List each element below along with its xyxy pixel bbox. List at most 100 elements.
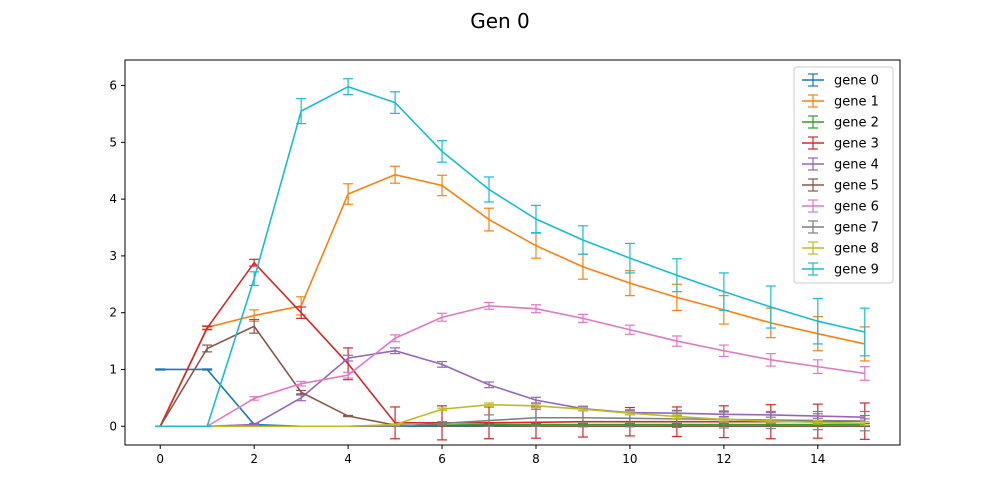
error-bar [249,318,260,334]
error-bar [343,183,354,205]
error-bar [437,174,448,197]
error-bar [296,394,307,402]
error-bar [530,408,541,427]
x-tick-label: 14 [810,452,825,466]
error-bar [765,352,776,367]
error-bar [390,347,401,355]
error-bar [296,380,307,387]
error-bar [437,140,448,163]
error-bar [296,98,307,125]
error-bar [390,406,401,440]
legend-label: gene 9 [834,263,879,278]
x-tick-label: 4 [344,452,352,466]
error-bar [484,301,495,310]
error-bar [530,232,541,259]
error-bar [437,421,448,426]
error-bar [530,396,541,404]
error-bar [624,270,635,297]
legend: gene 0 gene 1 gene 2 gene 3 gene 4 gene 5 gene… [793,66,894,284]
error-bar [718,272,729,312]
series-line [159,173,865,427]
legend-label: gene 1 [834,95,879,110]
error-bar [249,396,260,401]
error-bar [765,285,776,329]
error-bar [577,225,588,255]
legend-entry: gene 4 [802,157,879,173]
error-bar [343,354,354,362]
chart-title: Gen 0 [470,9,530,33]
y-tick-label: 1 [109,362,117,376]
legend-label: gene 4 [834,158,879,173]
error-bar [484,381,495,389]
error-bar [437,407,448,411]
y-tick-label: 0 [109,419,117,433]
error-bar [671,414,682,419]
legend-entry: gene 8 [802,241,879,257]
error-bar [343,78,354,96]
error-bar [343,414,354,418]
error-bar [859,366,870,381]
error-bar [577,253,588,280]
series-line [160,349,865,428]
legend-entry: gene 6 [802,199,879,215]
legend-entry: gene 5 [802,178,879,194]
error-bar [437,312,448,322]
axes-frame [124,59,901,446]
error-bar [390,334,401,343]
error-bar [765,418,776,424]
y-tick-label: 2 [109,306,117,320]
error-bar [484,402,495,407]
legend-label: gene 2 [834,116,879,131]
x-tick-label: 8 [532,452,540,466]
series-gene-3 [155,258,870,441]
error-bar [624,410,635,416]
legend-label: gene 5 [834,179,879,194]
y-tick-label: 4 [109,192,117,206]
x-tick-label: 6 [438,452,446,466]
error-bar [530,304,541,314]
series-line [159,325,865,428]
error-bar [249,423,260,426]
error-bar [155,368,166,371]
series-gene-5 [155,318,870,428]
error-bar [202,325,213,331]
error-bar [671,258,682,293]
legend-entry: gene 9 [802,262,879,278]
legend-label: gene 7 [834,221,879,236]
x-tick-label: 0 [156,452,164,466]
legend-entry: gene 2 [802,115,879,131]
series-line [160,403,865,428]
series-line [159,261,865,427]
error-bar [577,313,588,323]
series-gene-4 [155,347,870,428]
error-bar [624,242,635,274]
legend-label: gene 0 [834,74,879,89]
error-bar [202,368,213,371]
legend-entry: gene 3 [802,136,879,152]
x-tick-label: 10 [622,452,637,466]
series-line [160,85,865,428]
series-group [155,78,870,441]
error-bar [390,423,401,426]
y-tick-label: 3 [109,249,117,263]
error-bar [812,419,823,425]
series-gene-1 [155,165,870,427]
error-bar [718,417,729,422]
error-bar [577,406,588,412]
error-bar [390,165,401,184]
legend-entry: gene 7 [802,220,879,236]
legend-entry: gene 1 [802,94,879,110]
error-bar [484,414,495,427]
error-bar [296,306,307,319]
legend-label: gene 8 [834,242,879,257]
error-bar [718,344,729,358]
plot-area [155,78,870,441]
series-line [160,305,865,428]
error-bar [859,421,870,426]
series-gene-9 [155,78,870,428]
legend-entry: gene 0 [802,73,879,89]
error-bar [249,271,260,287]
error-bar [484,207,495,232]
